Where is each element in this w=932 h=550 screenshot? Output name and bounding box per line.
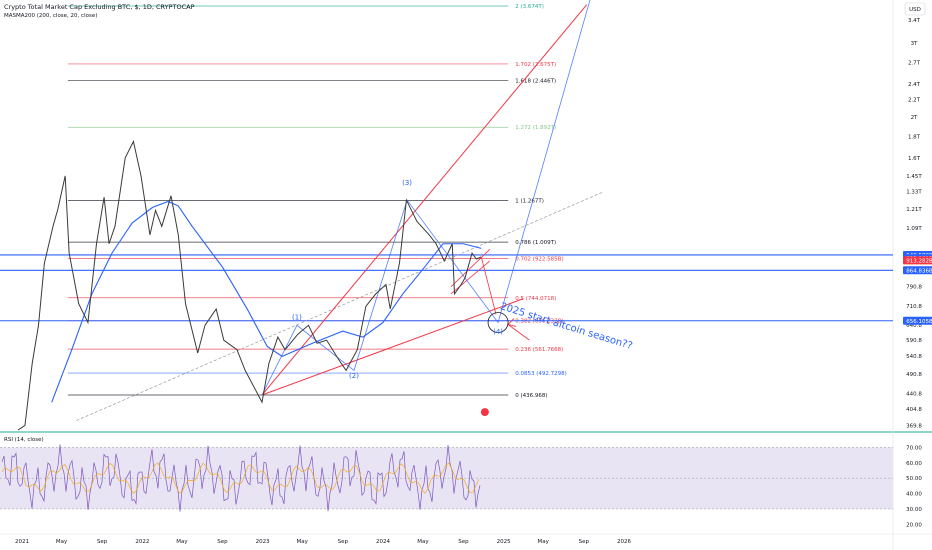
fib-level-label: 0.702 (922.585B) (515, 256, 563, 262)
currency-button[interactable] (904, 2, 926, 16)
channel-upper-line (261, 4, 588, 396)
price-tick-label: 1.8T (908, 134, 921, 140)
price-tick-label: 1.09T (906, 226, 922, 232)
fib-level-label: 0.5 (744.0718) (515, 296, 556, 302)
fib-level-label: 0.236 (561.7668) (515, 347, 563, 353)
time-tick-label: Sep (217, 539, 228, 545)
price-tick-label: 790.8 (906, 285, 922, 291)
wave-label: (3) (402, 179, 412, 187)
wave4-circle (487, 312, 509, 333)
price-tick-label: 710.8 (906, 304, 922, 310)
time-tick-label: Sep (458, 539, 469, 545)
arrow-shaft (507, 324, 530, 341)
price-badge (903, 316, 932, 325)
fib-level-label: 0.786 (1.009T) (515, 240, 556, 246)
currency-label: USD (909, 7, 921, 13)
ma200-line (51, 200, 482, 403)
rsi-ma-line (1, 462, 480, 494)
event-flag-icon[interactable] (480, 408, 489, 417)
time-tick-label: Sep (579, 539, 590, 545)
time-tick-label: Sep (97, 539, 108, 545)
price-badge-label: 913.282B (906, 258, 932, 264)
price-badge-label: 656.105B (906, 319, 932, 325)
wave-label: (1) (292, 314, 302, 322)
price-tick-label: 1.33T (906, 190, 922, 196)
time-tick-label: 2024 (376, 539, 390, 545)
price-badge (903, 256, 932, 265)
indicator-legend: MASMA200 (200, close, 20, close) (4, 13, 97, 19)
price-tick-label: 3T (911, 41, 918, 47)
time-tick-label: 2026 (617, 539, 631, 545)
fib-level-label: 2 (3.674T) (515, 4, 544, 10)
rsi-pane: 70.00 60.00 50.00 40.00 30.00 20.00 (0, 444, 922, 528)
price-tick-label: 2.4T (908, 82, 921, 88)
fib-level-label: 1 (1.267T) (515, 199, 544, 205)
time-tick-label: May (56, 539, 68, 545)
time-tick-label: May (297, 539, 309, 545)
time-tick-label: Sep (338, 539, 349, 545)
price-tick-label: 1.6T (908, 156, 921, 162)
price-tick-label: 3.4T (908, 18, 921, 24)
rsi-tick-label: 20.00 (906, 522, 922, 528)
fib-level-label: 0.382 (656.2328) (515, 319, 563, 325)
price-tick-label: 1.21T (906, 207, 922, 213)
channel-lower-line (261, 298, 524, 396)
time-tick-label: May (417, 539, 429, 545)
rsi-line (1, 444, 481, 512)
rsi-tick-label: 60.00 (906, 461, 922, 467)
projection-arrow (480, 256, 497, 315)
price-tick-label: 369.8 (906, 424, 922, 430)
price-line (17, 140, 482, 431)
chart-title: Crypto Total Market Cap Excluding BTC, $… (4, 3, 195, 11)
rsi-tick-label: 40.00 (906, 492, 922, 498)
elliott-wave-path (261, 0, 591, 396)
price-tick-label: 404.8 (906, 407, 922, 413)
time-tick-label: 2023 (256, 539, 270, 545)
fib-level-label: 1.618 (2.446T) (515, 78, 556, 84)
time-tick-label: 2022 (135, 539, 149, 545)
price-tick-label: 440.8 (906, 391, 922, 397)
wedge-upper-line (450, 249, 491, 288)
fib-level-label: 0.0853 (492.7298) (515, 371, 567, 377)
rsi-tick-label: 70.00 (906, 445, 922, 451)
price-tick-label: 2.7T (908, 60, 921, 66)
price-tick-label: 490.8 (906, 372, 922, 378)
rsi-legend: RSI (14, close) (4, 437, 44, 443)
price-tick-label: 540.8 (906, 354, 922, 360)
price-tick-label: 1.45T (906, 174, 922, 180)
price-tick-label: 2.2T (908, 98, 921, 104)
price-badge (903, 266, 932, 275)
time-tick-label: 2021 (15, 539, 29, 545)
price-tick-label: 2T (911, 115, 918, 121)
time-tick-label: 2025 (497, 539, 511, 545)
wave-label: (4) (493, 328, 503, 336)
dashed-trend-line (76, 191, 605, 421)
price-tick-label: 640.8 (906, 323, 922, 329)
time-axis: 2021 May Sep 2022 May Sep 2023 May Sep 2024 May Sep… (15, 539, 631, 545)
price-tick-label: 590.8 (906, 338, 922, 344)
rsi-tick-label: 30.00 (906, 507, 922, 513)
time-tick-label: May (176, 539, 188, 545)
fib-level-label: 0 (436.968) (515, 393, 547, 399)
rsi-tick-label: 50.00 (906, 476, 922, 482)
time-tick-label: May (538, 539, 550, 545)
fib-level-label: 1.702 (2.675T) (515, 62, 556, 68)
fib-level-label: 1.272 (1.892T) (515, 125, 556, 131)
price-badge-label: 864.836B (906, 268, 932, 274)
wave-label: (2) (349, 372, 359, 380)
